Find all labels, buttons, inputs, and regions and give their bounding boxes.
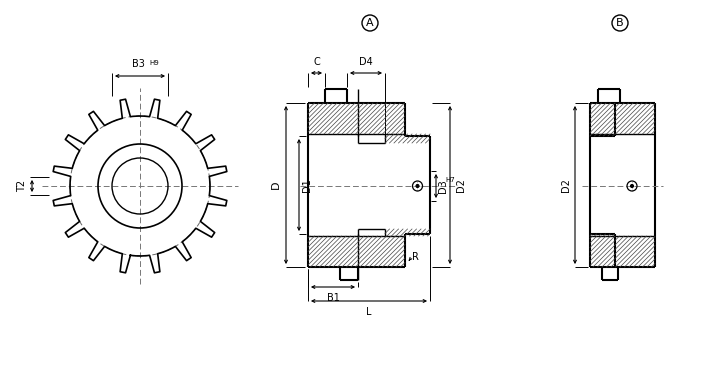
- Text: B: B: [616, 18, 624, 28]
- Text: D: D: [271, 181, 281, 189]
- Text: L: L: [366, 307, 371, 317]
- Text: B3: B3: [132, 59, 145, 69]
- Text: A: A: [366, 18, 374, 28]
- Text: R: R: [412, 252, 419, 262]
- Text: B1: B1: [326, 293, 340, 303]
- Text: D2: D2: [456, 178, 466, 192]
- Circle shape: [416, 184, 419, 187]
- Text: H7: H7: [445, 177, 455, 183]
- Text: H9: H9: [149, 60, 158, 66]
- Text: D2: D2: [561, 178, 571, 192]
- Text: T2: T2: [17, 180, 27, 192]
- Text: D1: D1: [302, 178, 312, 192]
- Text: C: C: [313, 57, 320, 67]
- Text: D4: D4: [359, 57, 373, 67]
- Circle shape: [630, 184, 633, 187]
- Text: D3: D3: [438, 179, 448, 193]
